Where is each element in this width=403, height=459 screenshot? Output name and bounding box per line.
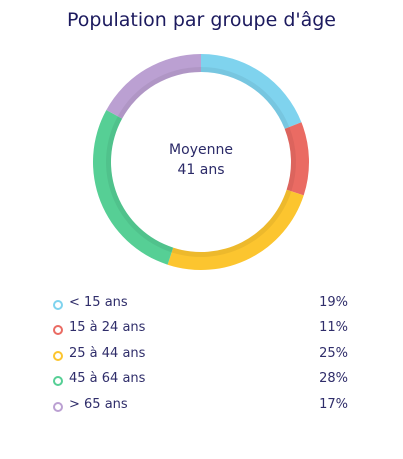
legend-value: 25% <box>319 345 348 361</box>
legend-label: 15 à 24 ans <box>69 320 146 336</box>
legend-marker-icon <box>53 300 63 310</box>
legend-label: 25 à 44 ans <box>69 345 146 361</box>
legend-label: 45 à 64 ans <box>69 371 146 387</box>
donut-slice-1 <box>201 54 302 129</box>
legend-item[interactable]: 25 à 44 ans 25% <box>53 345 348 370</box>
legend-item[interactable]: < 15 ans 19% <box>53 294 348 319</box>
legend-marker-icon <box>53 376 63 387</box>
legend-item[interactable]: 45 à 64 ans 28% <box>53 370 348 395</box>
legend-marker-icon <box>53 325 63 336</box>
donut-slice-shade-2 <box>284 127 296 192</box>
legend-value: 28% <box>319 371 348 387</box>
donut-svg <box>93 54 309 270</box>
center-label-title: Moyenne <box>169 142 233 158</box>
donut-slice-shade-4 <box>106 116 174 253</box>
legend-marker-icon <box>53 401 63 412</box>
legend-value: 19% <box>319 295 348 310</box>
donut-slice-shade-5 <box>117 67 201 119</box>
donut-chart: Moyenne 41 ans <box>91 52 311 272</box>
center-label-value: 41 ans <box>177 162 225 178</box>
legend-value: 17% <box>319 396 348 412</box>
legend-item[interactable]: 15 à 24 ans 11% <box>53 319 348 344</box>
donut-slice-3 <box>167 189 304 270</box>
chart-legend: < 15 ans 19% 15 à 24 ans 11% 25 à 44 ans 25% 4… <box>53 294 348 421</box>
legend-value: 11% <box>319 320 348 336</box>
center-label: Moyenne 41 ans <box>91 140 311 180</box>
legend-label: < 15 ans <box>69 295 128 310</box>
donut-slice-2 <box>284 122 309 196</box>
chart-title: Population par groupe d'âge <box>66 9 336 31</box>
donut-slice-shade-1 <box>201 67 290 129</box>
legend-item[interactable]: > 65 ans 17% <box>53 396 348 421</box>
donut-slice-shade-3 <box>171 189 292 257</box>
legend-label: > 65 ans <box>69 396 128 412</box>
donut-slice-4 <box>93 109 174 265</box>
donut-slice-5 <box>106 54 201 119</box>
legend-marker-icon <box>53 350 63 361</box>
